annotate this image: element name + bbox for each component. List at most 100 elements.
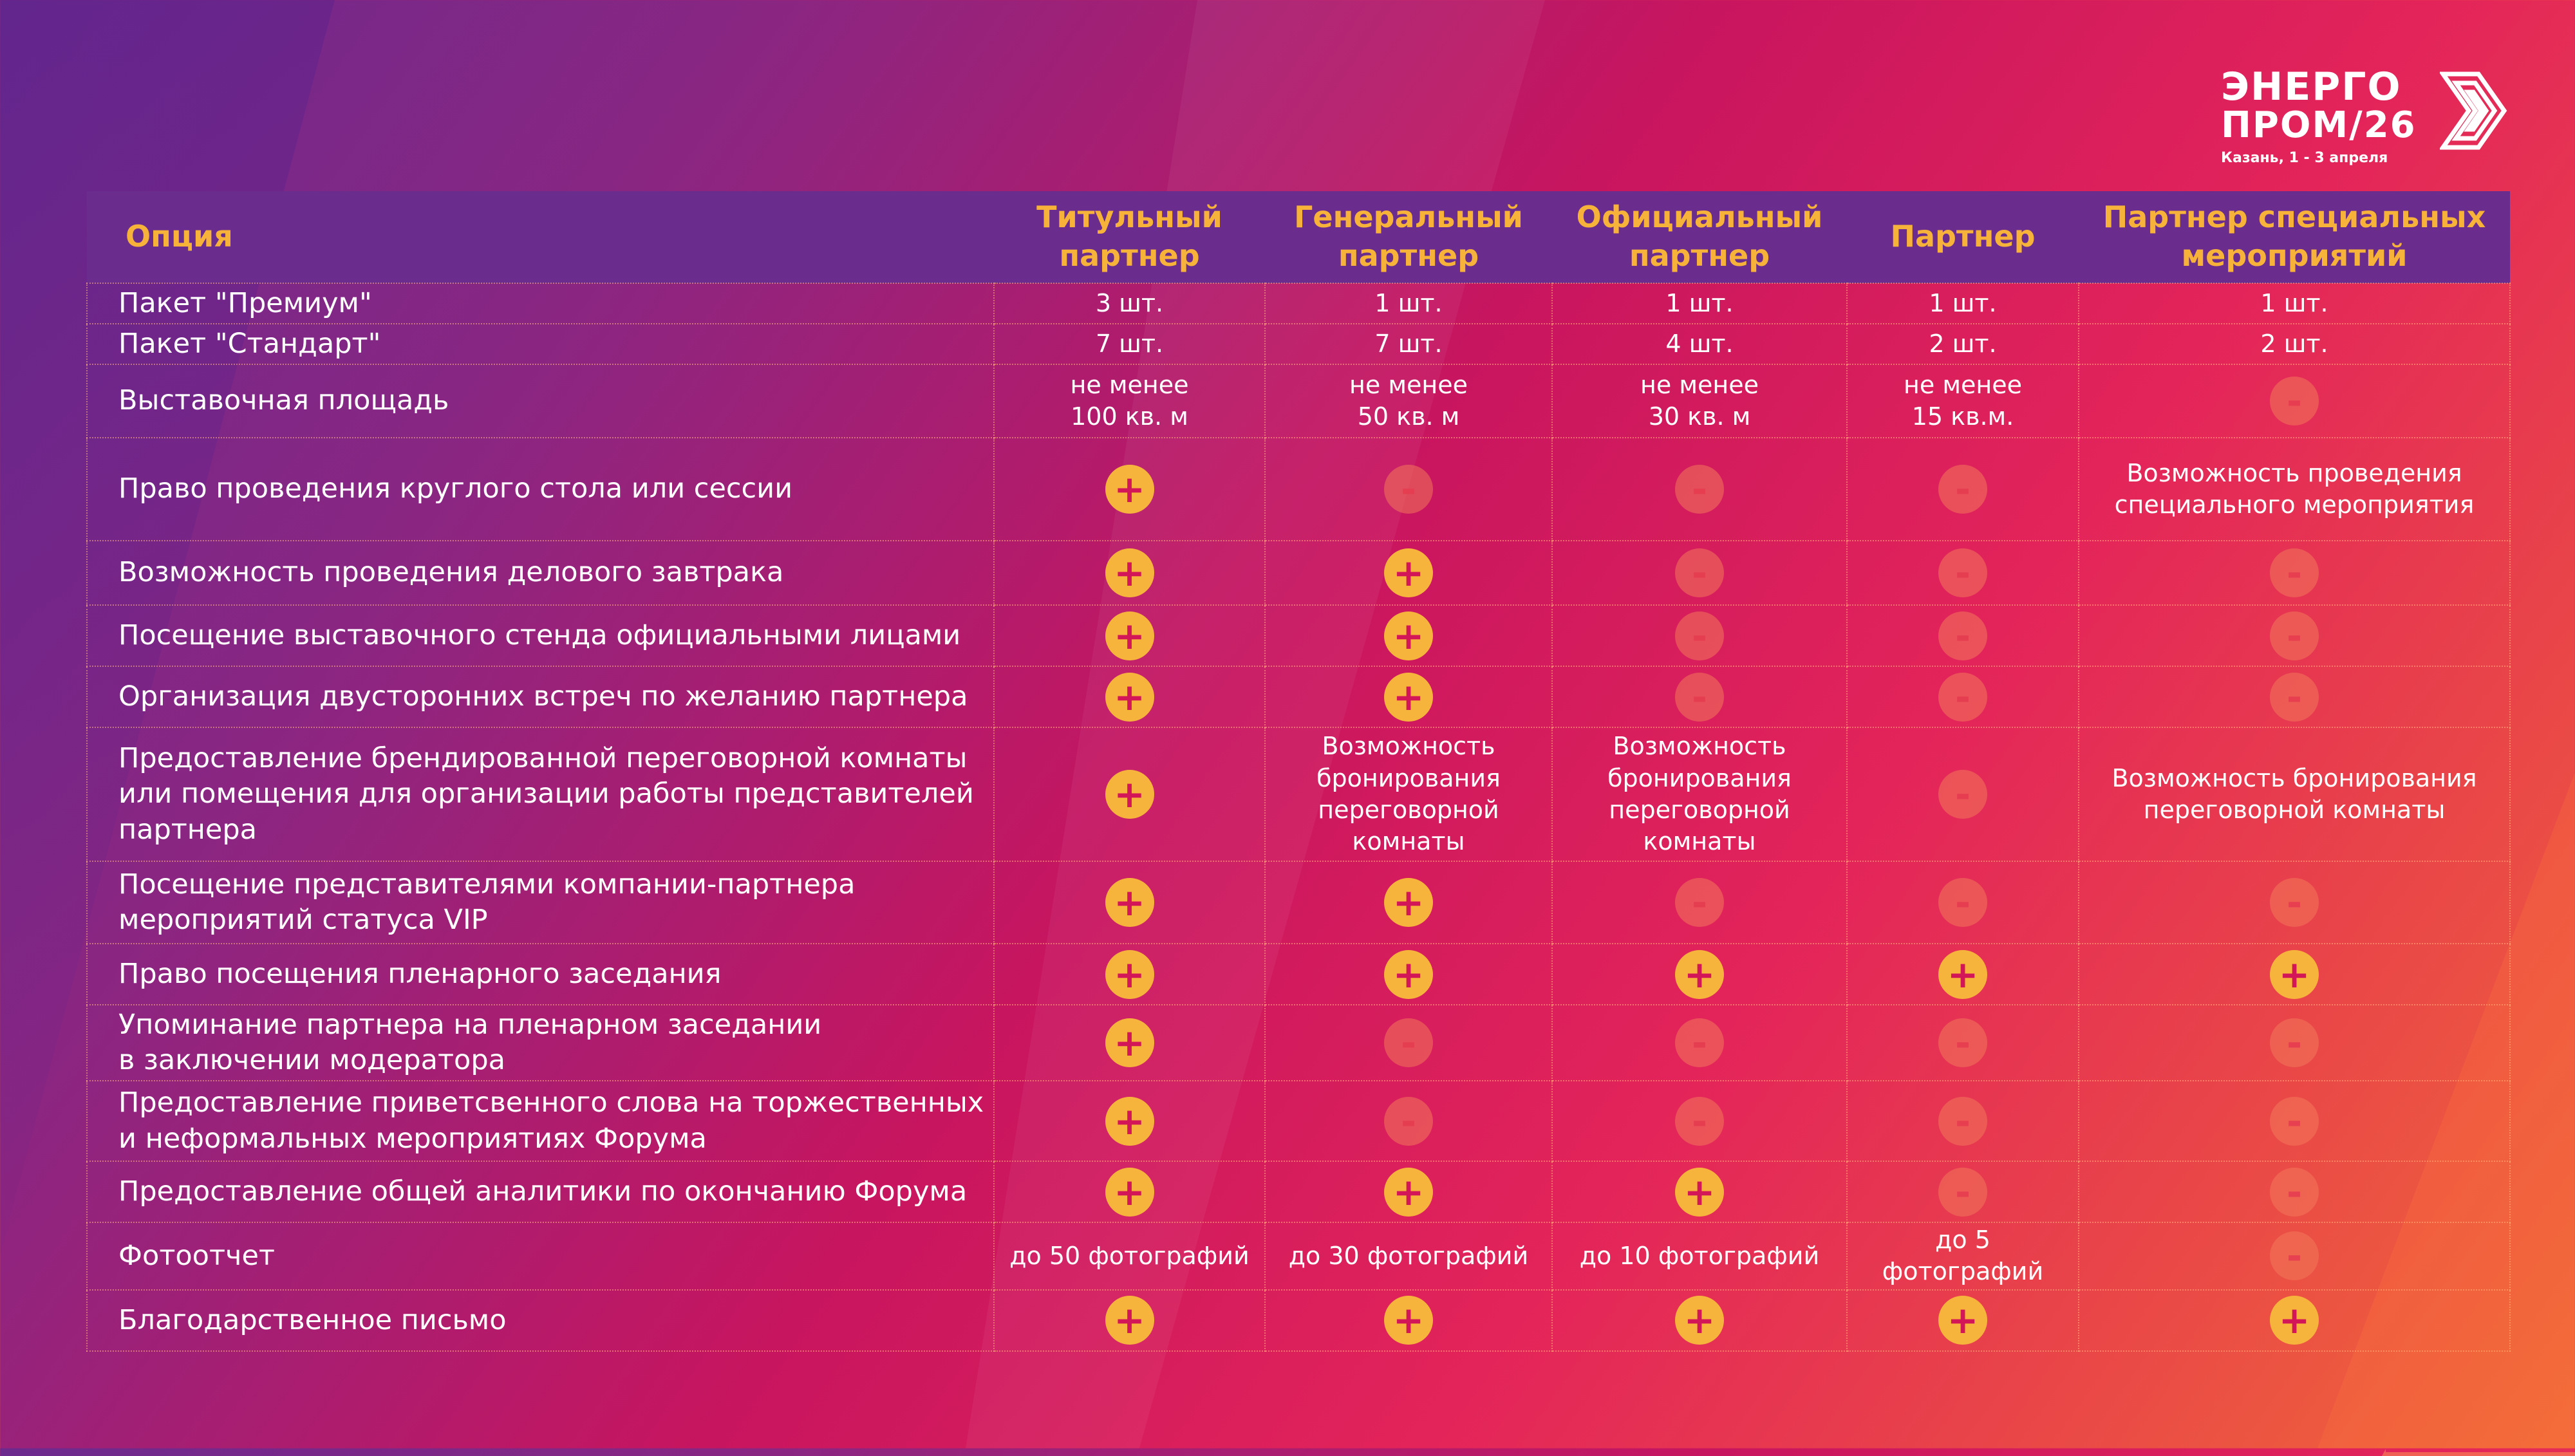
cell-mark: + — [993, 666, 1266, 728]
minus-icon: - — [2270, 611, 2319, 660]
cell-text: 1 шт. — [1264, 283, 1553, 324]
minus-icon: - — [1938, 1096, 1987, 1146]
cell-mark: + — [1551, 1161, 1848, 1223]
table-row: Пакет "Премиум" 3 шт. 1 шт. 1 шт. 1 шт. 1 шт. — [86, 283, 2511, 324]
cell-mark: + — [993, 1289, 1266, 1352]
minus-icon: - — [2270, 672, 2319, 722]
cell-mark: + — [1264, 943, 1553, 1005]
plus-icon: + — [1105, 770, 1154, 819]
cell-text: не менее 50 кв. м — [1264, 364, 1553, 438]
cell-mark: + — [1264, 540, 1553, 606]
minus-icon: - — [1675, 878, 1724, 927]
table-row: Фотоотчет до 50 фотографий до 30 фотографи… — [86, 1222, 2511, 1291]
minus-icon: - — [1938, 1167, 1987, 1217]
table-row: Посещение выставочного стенда официальны… — [86, 604, 2511, 667]
minus-icon: - — [1675, 1096, 1724, 1146]
cell-mark: + — [1846, 943, 2079, 1005]
cell-text: до 50 фотографий — [993, 1222, 1266, 1291]
row-label: Предоставление общей аналитики по оконча… — [86, 1161, 995, 1223]
brand-subtitle: Казань, 1 - 3 апреля — [2221, 150, 2388, 166]
cell-text: не менее 30 кв. м — [1551, 364, 1848, 438]
cell-text: Возможность бронирования переговорной ко… — [2078, 727, 2511, 862]
cell-mark: - — [1846, 540, 2079, 606]
plus-icon: + — [1384, 1296, 1433, 1345]
minus-icon: - — [1675, 672, 1724, 722]
minus-icon: - — [1384, 465, 1433, 514]
row-label: Пакет "Стандарт" — [86, 323, 995, 365]
table-row: Выставочная площадь не менее 100 кв. м не … — [86, 364, 2511, 438]
minus-icon: - — [1938, 1018, 1987, 1067]
cell-mark: - — [1551, 437, 1848, 541]
cell-mark: - — [1551, 604, 1848, 667]
cell-text: до 5 фотографий — [1846, 1222, 2079, 1291]
header-option: Опция — [87, 191, 994, 283]
cell-text: Возможность бронирования переговорной ко… — [1551, 727, 1848, 862]
header-partner: Партнер — [1847, 191, 2079, 283]
cell-text: 1 шт. — [2078, 283, 2511, 324]
cell-mark: + — [1264, 1161, 1553, 1223]
plus-icon: + — [1675, 949, 1724, 999]
row-label: Посещение выставочного стенда официальны… — [86, 604, 995, 667]
row-label: Благодарственное письмо — [86, 1289, 995, 1352]
cell-mark: + — [993, 1080, 1266, 1162]
brand-line2: ПРОМ/26 — [2221, 104, 2417, 146]
cell-mark: - — [2078, 666, 2511, 728]
cell-mark: + — [993, 1161, 1266, 1223]
cell-mark: - — [1264, 1080, 1553, 1162]
row-label: Пакет "Премиум" — [86, 283, 995, 324]
cell-mark: - — [1846, 1161, 2079, 1223]
plus-icon: + — [2270, 1296, 2319, 1345]
cell-text: Возможность бронирования переговорной ко… — [1264, 727, 1553, 862]
cell-text: не менее 100 кв. м — [993, 364, 1266, 438]
plus-icon: + — [1938, 1296, 1987, 1345]
cell-mark: - — [1264, 1004, 1553, 1081]
cell-text: 7 шт. — [1264, 323, 1553, 365]
minus-icon: - — [1938, 611, 1987, 660]
plus-icon: + — [1384, 611, 1433, 660]
chevron-arrows-icon — [2440, 71, 2507, 150]
plus-icon: + — [1384, 949, 1433, 999]
header-general-partner: Генеральный партнер — [1265, 191, 1552, 283]
plus-icon: + — [1105, 465, 1154, 514]
cell-text: до 30 фотографий — [1264, 1222, 1553, 1291]
table-row: Упоминание партнера на пленарном заседан… — [86, 1004, 2511, 1081]
cell-mark: + — [1846, 1289, 2079, 1352]
minus-icon: - — [1938, 878, 1987, 927]
plus-icon: + — [1105, 1018, 1154, 1067]
minus-icon: - — [2270, 1018, 2319, 1067]
table-row: Право проведения круглого стола или сесс… — [86, 437, 2511, 541]
cell-mark: + — [2078, 1289, 2511, 1352]
minus-icon: - — [1384, 1096, 1433, 1146]
row-label: Возможность проведения делового завтрака — [86, 540, 995, 606]
plus-icon: + — [2270, 949, 2319, 999]
minus-icon: - — [2270, 377, 2319, 425]
minus-icon: - — [2270, 878, 2319, 927]
cell-mark: - — [1846, 666, 2079, 728]
header-title-partner: Титульный партнер — [994, 191, 1265, 283]
minus-icon: - — [2270, 1231, 2319, 1281]
plus-icon: + — [1384, 548, 1433, 597]
minus-icon: - — [2270, 1096, 2319, 1146]
cell-mark: + — [1264, 604, 1553, 667]
cell-mark: - — [1846, 727, 2079, 862]
minus-icon: - — [2270, 548, 2319, 597]
row-label: Организация двусторонних встреч по желан… — [86, 666, 995, 728]
cell-mark: + — [993, 727, 1266, 862]
header-official-partner: Официальный партнер — [1552, 191, 1847, 283]
cell-mark: - — [1551, 861, 1848, 944]
brand-logo: ЭНЕРГО ПРОМ/26 Казань, 1 - 3 апреля — [2221, 68, 2511, 166]
cell-mark: - — [1846, 1080, 2079, 1162]
row-label: Предоставление брендированной переговорн… — [86, 727, 995, 862]
header-special-events-partner: Партнер специальных мероприятий — [2079, 191, 2510, 283]
minus-icon: - — [1675, 548, 1724, 597]
table-row: Пакет "Стандарт" 7 шт. 7 шт. 4 шт. 2 шт. 2 шт… — [86, 323, 2511, 365]
table-row: Организация двусторонних встреч по желан… — [86, 666, 2511, 728]
plus-icon: + — [1384, 672, 1433, 722]
minus-icon: - — [1675, 611, 1724, 660]
cell-mark: - — [2078, 364, 2511, 438]
row-label: Право посещения пленарного заседания — [86, 943, 995, 1005]
cell-text: 2 шт. — [2078, 323, 2511, 365]
cell-mark: + — [993, 437, 1266, 541]
cell-mark: + — [1264, 666, 1553, 728]
plus-icon: + — [1105, 949, 1154, 999]
